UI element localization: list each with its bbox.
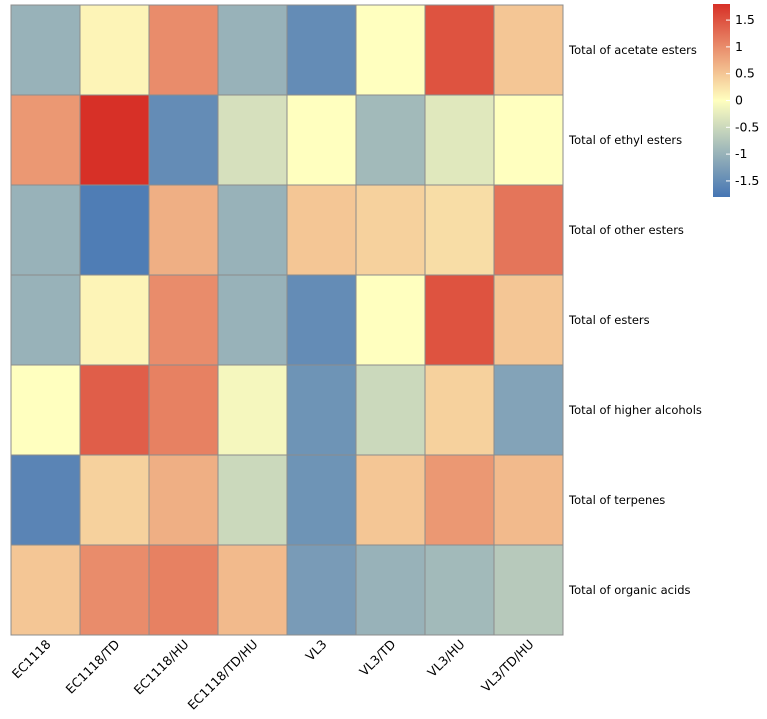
heatmap-cell	[493, 94, 564, 186]
heatmap-cell	[10, 184, 81, 276]
heatmap-cells	[10, 4, 564, 636]
row-labels: Total of acetate esters Total of ethyl es…	[568, 43, 702, 597]
heatmap-cell	[10, 364, 81, 456]
colorbar-tick-label: -1	[735, 146, 747, 161]
heatmap-cell	[217, 4, 288, 96]
heatmap-cell	[355, 184, 426, 276]
heatmap-cell	[10, 454, 81, 546]
heatmap-cell	[355, 544, 426, 636]
colorbar-ticks: 1.5 1 0.5 0 -0.5 -1 -1.5	[726, 12, 759, 188]
colorbar-tick-label: 0	[735, 93, 743, 108]
colorbar-gradient	[713, 4, 730, 197]
row-label: Total of acetate esters	[568, 43, 697, 57]
heatmap-cell	[79, 364, 150, 456]
heatmap-cell	[424, 274, 495, 366]
heatmap-cell	[217, 454, 288, 546]
heatmap-cell	[424, 4, 495, 96]
heatmap-cell	[286, 94, 357, 186]
colorbar-tick-label: 1	[735, 39, 743, 54]
row-label: Total of other esters	[568, 223, 684, 237]
heatmap-cell	[424, 94, 495, 186]
heatmap-cell	[286, 184, 357, 276]
heatmap-cell	[79, 94, 150, 186]
colorbar-tick-label: -0.5	[735, 119, 759, 134]
heatmap-cell	[355, 454, 426, 546]
heatmap-cell	[79, 4, 150, 96]
heatmap-cell	[286, 274, 357, 366]
heatmap-cell	[286, 364, 357, 456]
heatmap-cell	[493, 274, 564, 366]
column-label: VL3/TD/HU	[478, 637, 536, 695]
heatmap-cell	[148, 184, 219, 276]
heatmap-cell	[10, 94, 81, 186]
column-label: EC1118/TD/HU	[184, 637, 260, 713]
colorbar-tick-label: 0.5	[735, 66, 755, 81]
heatmap-cell	[79, 274, 150, 366]
heatmap-cell	[217, 94, 288, 186]
heatmap-cell	[10, 544, 81, 636]
colorbar: 1.5 1 0.5 0 -0.5 -1 -1.5	[713, 4, 759, 197]
heatmap-cell	[493, 544, 564, 636]
row-label: Total of esters	[568, 313, 650, 327]
heatmap-cell	[286, 4, 357, 96]
column-label: VL3/HU	[424, 637, 467, 680]
heatmap-cell	[493, 184, 564, 276]
heatmap-cell	[424, 454, 495, 546]
heatmap-cell	[79, 184, 150, 276]
column-label: VL3/TD	[356, 637, 398, 679]
heatmap-cell	[286, 454, 357, 546]
colorbar-tick-label: -1.5	[735, 173, 759, 188]
heatmap-cell	[217, 364, 288, 456]
heatmap-cell	[10, 274, 81, 366]
heatmap-cell	[217, 184, 288, 276]
heatmap-cell	[148, 544, 219, 636]
heatmap-cell	[355, 94, 426, 186]
heatmap-cell	[493, 364, 564, 456]
heatmap-cell	[355, 4, 426, 96]
heatmap-cell	[355, 364, 426, 456]
column-label: EC1118/HU	[131, 637, 192, 698]
row-label: Total of organic acids	[568, 583, 690, 597]
heatmap-cell	[493, 454, 564, 546]
heatmap-cell	[148, 454, 219, 546]
row-label: Total of terpenes	[568, 493, 665, 507]
heatmap-cell	[424, 364, 495, 456]
heatmap-cell	[424, 544, 495, 636]
heatmap-cell	[217, 274, 288, 366]
column-label: EC1118	[9, 636, 54, 681]
column-label: EC1118/TD	[63, 637, 123, 697]
row-label: Total of higher alcohols	[568, 403, 702, 417]
heatmap-cell	[148, 4, 219, 96]
row-label: Total of ethyl esters	[568, 133, 682, 147]
heatmap-cell	[286, 544, 357, 636]
heatmap-cell	[79, 454, 150, 546]
heatmap-cell	[10, 4, 81, 96]
heatmap-cell	[148, 94, 219, 186]
heatmap-cell	[424, 184, 495, 276]
colorbar-tick-label: 1.5	[735, 12, 755, 27]
column-label: VL3	[302, 637, 329, 664]
heatmap-cell	[148, 274, 219, 366]
heatmap-cell	[493, 4, 564, 96]
heatmap-cell	[79, 544, 150, 636]
heatmap-cell	[148, 364, 219, 456]
heatmap-cell	[355, 274, 426, 366]
heatmap-cell	[217, 544, 288, 636]
